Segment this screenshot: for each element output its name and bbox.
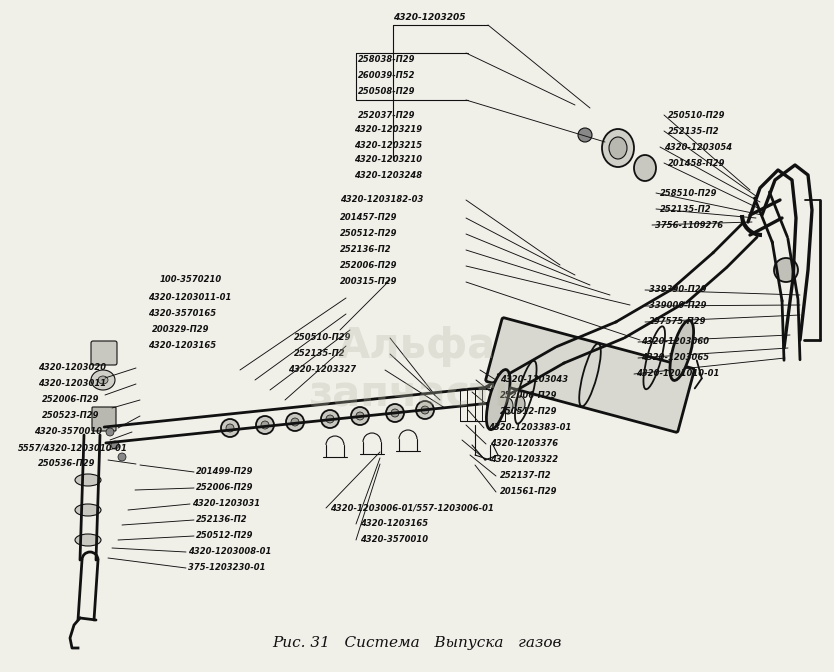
Circle shape — [111, 441, 119, 449]
Text: 4320-1203011: 4320-1203011 — [38, 380, 106, 388]
Circle shape — [356, 412, 364, 420]
Text: 250512-П29: 250512-П29 — [196, 532, 254, 540]
Text: 4320-1203322: 4320-1203322 — [490, 456, 558, 464]
Text: 201458-П29: 201458-П29 — [668, 159, 726, 167]
Text: 201457-П29: 201457-П29 — [340, 214, 398, 222]
Text: 4320-1203165: 4320-1203165 — [148, 341, 216, 351]
Text: 252137-П2: 252137-П2 — [500, 472, 551, 480]
Circle shape — [221, 419, 239, 437]
Text: 260039-П52: 260039-П52 — [358, 71, 415, 81]
Text: 4320-1203219: 4320-1203219 — [354, 126, 422, 134]
Ellipse shape — [515, 396, 525, 412]
Text: 100-3570210: 100-3570210 — [160, 276, 222, 284]
Circle shape — [286, 413, 304, 431]
FancyBboxPatch shape — [92, 407, 116, 431]
Text: 252006-П29: 252006-П29 — [500, 392, 557, 401]
Circle shape — [326, 415, 334, 423]
Text: 4320-1203020: 4320-1203020 — [38, 364, 106, 372]
Text: 201561-П29: 201561-П29 — [500, 487, 557, 497]
Text: 250510-П29: 250510-П29 — [294, 333, 351, 343]
Text: 4320-1203165: 4320-1203165 — [360, 519, 428, 528]
Text: 4320-1203008-01: 4320-1203008-01 — [188, 548, 271, 556]
Ellipse shape — [75, 474, 101, 486]
Text: Рис. 31   Система   Выпуска   газов: Рис. 31 Система Выпуска газов — [273, 636, 561, 650]
Ellipse shape — [75, 504, 101, 516]
Text: 252136-П2: 252136-П2 — [196, 515, 248, 525]
Text: 4320-1203205: 4320-1203205 — [393, 13, 465, 22]
Text: 4320-3570010: 4320-3570010 — [360, 536, 428, 544]
Text: 4320-3570010: 4320-3570010 — [34, 427, 102, 437]
Text: 250523-П29: 250523-П29 — [42, 411, 99, 421]
Text: 4320-1203215: 4320-1203215 — [354, 140, 422, 149]
Text: 375-1203230-01: 375-1203230-01 — [188, 564, 265, 573]
Circle shape — [421, 406, 429, 414]
Circle shape — [261, 421, 269, 429]
Ellipse shape — [91, 370, 115, 390]
Text: 4320-1203376: 4320-1203376 — [490, 439, 558, 448]
Text: 258038-П29: 258038-П29 — [358, 56, 415, 65]
Ellipse shape — [503, 398, 513, 414]
Text: 4320-1203383-01: 4320-1203383-01 — [488, 423, 571, 433]
Text: 250512-П29: 250512-П29 — [340, 230, 398, 239]
Text: 3756-1109276: 3756-1109276 — [655, 220, 723, 230]
Circle shape — [416, 401, 434, 419]
FancyBboxPatch shape — [485, 318, 694, 432]
Text: 250512-П29: 250512-П29 — [500, 407, 557, 417]
Text: 258510-П29: 258510-П29 — [660, 189, 717, 198]
Text: 200315-П29: 200315-П29 — [340, 278, 398, 286]
Ellipse shape — [486, 370, 510, 429]
Text: 4320-1203060: 4320-1203060 — [641, 337, 709, 347]
Circle shape — [774, 258, 798, 282]
Circle shape — [578, 128, 592, 142]
Circle shape — [321, 410, 339, 428]
Text: 252135-П2: 252135-П2 — [294, 349, 345, 358]
Ellipse shape — [75, 534, 101, 546]
Text: 4320-1203327: 4320-1203327 — [288, 366, 356, 374]
Text: 339000-П29: 339000-П29 — [649, 302, 706, 310]
Text: Альфа
запчасти: Альфа запчасти — [309, 325, 525, 415]
Circle shape — [118, 453, 126, 461]
Ellipse shape — [490, 400, 500, 416]
Text: 4320-1203182-03: 4320-1203182-03 — [340, 196, 424, 204]
FancyBboxPatch shape — [91, 341, 117, 365]
Text: 200329-П29: 200329-П29 — [152, 325, 209, 335]
Text: 4320-1203054: 4320-1203054 — [664, 142, 732, 151]
Text: 250536-П29: 250536-П29 — [38, 460, 96, 468]
Text: 5557/4320-1203010-01: 5557/4320-1203010-01 — [18, 444, 128, 452]
Text: 4320-1201010-01: 4320-1201010-01 — [636, 370, 720, 378]
Text: 252135-П2: 252135-П2 — [668, 126, 720, 136]
Text: 4320-1203210: 4320-1203210 — [354, 155, 422, 165]
Circle shape — [106, 428, 114, 436]
Text: 4320-3570165: 4320-3570165 — [148, 310, 216, 319]
Circle shape — [391, 409, 399, 417]
Ellipse shape — [609, 137, 627, 159]
Text: 4320-1203006-01/557-1203006-01: 4320-1203006-01/557-1203006-01 — [330, 503, 494, 513]
Text: 252037-П29: 252037-П29 — [358, 110, 415, 120]
Text: 4320-1203043: 4320-1203043 — [500, 376, 568, 384]
Text: 297575-П29: 297575-П29 — [649, 317, 706, 327]
Circle shape — [226, 424, 234, 432]
Text: 252135-П2: 252135-П2 — [660, 204, 711, 214]
Text: 250508-П29: 250508-П29 — [358, 87, 415, 97]
Text: 252006-П29: 252006-П29 — [340, 261, 398, 271]
Circle shape — [351, 407, 369, 425]
Circle shape — [386, 404, 404, 422]
Text: 339390-П29: 339390-П29 — [649, 286, 706, 294]
Circle shape — [291, 418, 299, 426]
Ellipse shape — [670, 321, 694, 380]
Circle shape — [256, 416, 274, 434]
Text: 252136-П2: 252136-П2 — [340, 245, 392, 255]
Text: 4320-1203011-01: 4320-1203011-01 — [148, 294, 231, 302]
Text: 201499-П29: 201499-П29 — [196, 468, 254, 476]
Text: 4320-1203248: 4320-1203248 — [354, 171, 422, 179]
Text: 252006-П29: 252006-П29 — [42, 396, 99, 405]
Text: 252006-П29: 252006-П29 — [196, 483, 254, 493]
Ellipse shape — [98, 376, 108, 384]
Ellipse shape — [602, 129, 634, 167]
Ellipse shape — [634, 155, 656, 181]
Text: 4320-1203031: 4320-1203031 — [192, 499, 260, 509]
Text: 250510-П29: 250510-П29 — [668, 110, 726, 120]
Text: 4320-1203065: 4320-1203065 — [641, 353, 709, 362]
